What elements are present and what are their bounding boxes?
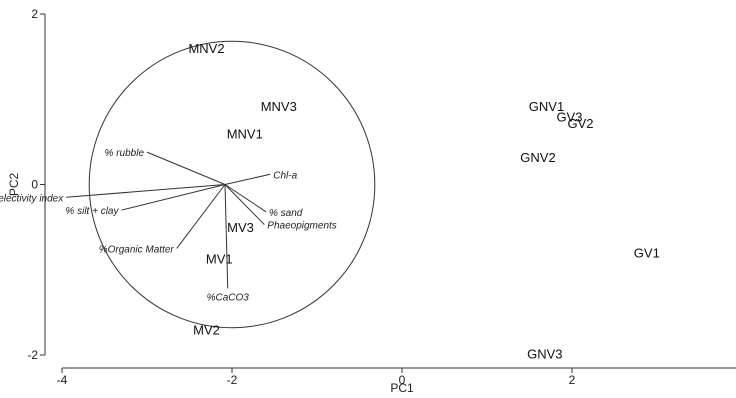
sample-point-label: GNV1 (529, 99, 564, 114)
sample-point-label: MV3 (227, 220, 254, 235)
x-axis-title: PC1 (390, 381, 414, 395)
ticks: -2 0 2 -4 -2 0 2 (27, 7, 575, 387)
loading-vector-label: Granulometric selectivity index (0, 193, 64, 204)
sample-point-label: MNV2 (188, 41, 224, 56)
x-tick-label: -4 (57, 373, 68, 387)
y-axis-title: PC2 (7, 173, 21, 197)
y-tick-label: -2 (27, 348, 38, 362)
sample-point-label: GV3 (556, 109, 582, 124)
y-tick-label: 2 (31, 7, 38, 21)
loading-vectors: % rubble Chl-a Granulometric selectivity i… (0, 148, 337, 303)
sample-point-label: MV1 (206, 252, 233, 267)
sample-point-label: GNV2 (520, 150, 555, 165)
sample-point-label: MV2 (193, 322, 220, 337)
correlation-circle (88, 40, 376, 329)
loading-vector-label: Chl-a (273, 170, 297, 181)
loading-vector-line (66, 184, 226, 198)
loading-vector-line (121, 184, 226, 211)
sample-point-label: MNV3 (261, 99, 297, 114)
loading-vector-label: Phaeopigments (267, 221, 337, 232)
sample-point-label: GV2 (567, 116, 593, 131)
loading-vector-line (224, 184, 265, 225)
loading-vector-label: %Organic Matter (99, 244, 175, 255)
loading-vector-label: %CaCO3 (207, 293, 250, 304)
loading-vector-line (176, 184, 226, 249)
loading-vector-line (224, 184, 267, 213)
x-tick-label: 2 (569, 373, 576, 387)
y-tick-label: 0 (31, 178, 38, 192)
loading-vector-line (224, 184, 229, 289)
correlation-circle-group (88, 40, 376, 329)
loading-vector-line (224, 173, 271, 185)
loading-vector-label: % rubble (105, 148, 145, 159)
loading-vector-line (146, 151, 226, 185)
sample-point-label: GNV3 (527, 346, 562, 361)
x-tick-label: 0 (399, 373, 406, 387)
sample-point-label: MNV1 (227, 126, 263, 141)
x-tick-label: -2 (227, 373, 238, 387)
loading-vector-label: % sand (269, 208, 303, 219)
loading-vector-label: % silt + clay (65, 206, 119, 217)
sample-point-label: GV1 (634, 246, 660, 261)
